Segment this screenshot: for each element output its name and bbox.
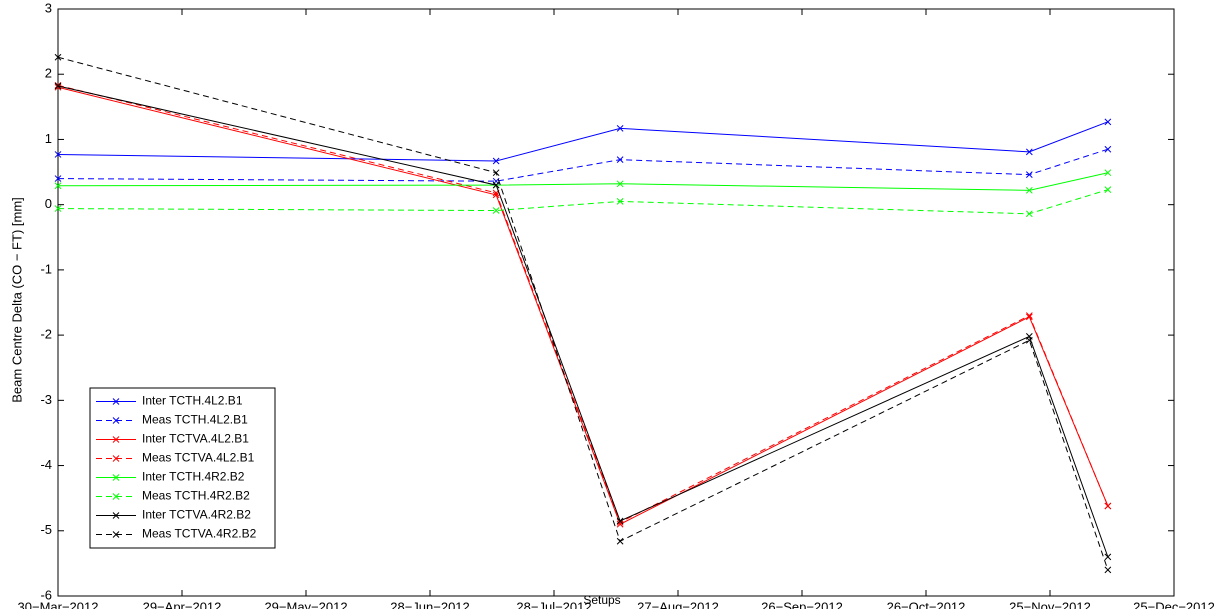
data-point (1104, 186, 1112, 194)
legend-label: Meas TCTH.4R2.B2 (142, 489, 250, 503)
x-tick-label: 30−Mar−2012 (18, 599, 99, 609)
legend-label: Meas TCTH.4L2.B1 (142, 413, 248, 427)
data-point (54, 205, 62, 212)
y-tick-label: -1 (40, 261, 52, 276)
data-point (54, 53, 62, 61)
legend-marker (112, 493, 120, 500)
data-point (1104, 502, 1112, 510)
legend-box (89, 387, 276, 549)
data-point (1104, 553, 1112, 561)
data-point (1025, 171, 1033, 179)
data-point (616, 180, 624, 188)
y-tick-label: -5 (40, 522, 52, 537)
data-point (492, 169, 500, 177)
legend-marker (112, 474, 120, 481)
legend-label: Meas TCTVA.4R2.B2 (142, 527, 257, 541)
data-point (1104, 118, 1112, 126)
data-point (1104, 566, 1112, 574)
x-tick-label: 28−Jun−2012 (390, 599, 470, 609)
legend-marker (112, 512, 120, 519)
legend-marker (112, 436, 120, 443)
data-point (1025, 312, 1033, 319)
legend-marker (112, 417, 120, 424)
x-axis-label: Setups (583, 593, 620, 607)
data-point (616, 537, 624, 545)
data-point (1025, 313, 1033, 321)
y-tick-label: -3 (40, 392, 52, 407)
data-point (1025, 336, 1033, 344)
data-point (492, 181, 500, 189)
legend-label: Meas TCTVA.4L2.B1 (142, 451, 255, 465)
y-tick-label: 2 (45, 66, 52, 81)
data-point (616, 156, 624, 164)
x-tick-label: 29−Apr−2012 (143, 599, 222, 609)
legend-marker (112, 531, 120, 538)
data-point (616, 198, 624, 205)
legend-label: Inter TCTVA.4R2.B2 (142, 508, 251, 522)
data-point (492, 157, 500, 165)
x-tick-label: 29−May−2012 (264, 599, 347, 609)
data-point (1025, 148, 1033, 156)
x-tick-label: 25−Nov−2012 (1009, 599, 1091, 609)
data-point (54, 182, 62, 190)
legend-label: Inter TCTVA.4L2.B1 (142, 432, 249, 446)
y-tick-label: 3 (45, 0, 52, 15)
legend-label: Inter TCTH.4R2.B2 (142, 470, 245, 484)
x-tick-label: 26−Oct−2012 (887, 599, 966, 609)
data-point (54, 83, 62, 91)
data-point (1025, 210, 1033, 218)
data-point (54, 175, 62, 182)
data-point (1104, 169, 1112, 177)
legend-marker (112, 455, 120, 462)
data-point (616, 125, 624, 132)
legend-marker (112, 398, 120, 405)
y-axis-label: Beam Centre Delta (CO − FT) [mm] (9, 197, 24, 403)
data-point (1104, 145, 1112, 153)
x-tick-label: 27−Aug−2012 (637, 599, 719, 609)
x-tick-label: 25−Dec−2012 (1133, 599, 1215, 609)
x-tick-label: 26−Sep−2012 (761, 599, 843, 609)
y-tick-label: 1 (45, 131, 52, 146)
x-tick-label: 28−Jul−2012 (516, 599, 591, 609)
data-point (1025, 186, 1033, 194)
data-point (492, 207, 500, 214)
legend-label: Inter TCTH.4L2.B1 (142, 394, 243, 408)
data-point (616, 517, 624, 525)
data-point (54, 82, 62, 90)
y-tick-label: -4 (40, 457, 52, 472)
data-point (54, 151, 62, 158)
y-tick-label: 0 (45, 196, 52, 211)
y-tick-label: -2 (40, 327, 52, 342)
y-tick-label: -6 (40, 587, 52, 602)
data-point (616, 520, 624, 528)
